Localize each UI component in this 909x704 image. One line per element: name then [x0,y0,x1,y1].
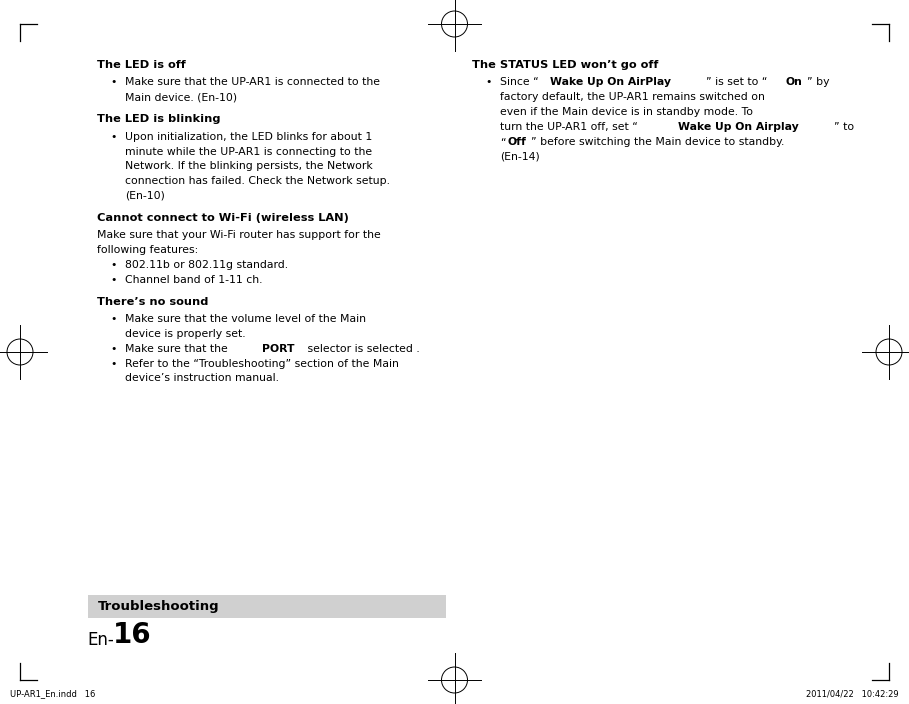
Text: The LED is off: The LED is off [97,60,185,70]
Text: Upon initialization, the LED blinks for about 1: Upon initialization, the LED blinks for … [125,132,373,142]
Text: following features:: following features: [97,245,198,255]
Text: Make sure that the: Make sure that the [125,344,231,354]
Text: •: • [110,275,116,284]
Text: device’s instruction manual.: device’s instruction manual. [125,373,279,384]
Text: Make sure that the UP-AR1 is connected to the: Make sure that the UP-AR1 is connected t… [125,77,380,87]
Text: •: • [110,314,116,325]
Text: •: • [110,344,116,354]
Text: Make sure that the volume level of the Main: Make sure that the volume level of the M… [125,314,366,325]
Text: The STATUS LED won’t go off: The STATUS LED won’t go off [472,60,658,70]
Text: ” to: ” to [834,122,854,132]
Text: Refer to the “Troubleshooting” section of the Main: Refer to the “Troubleshooting” section o… [125,358,399,369]
Text: •: • [110,132,116,142]
Text: minute while the UP-AR1 is connecting to the: minute while the UP-AR1 is connecting to… [125,146,372,156]
Text: Wake Up On AirPlay: Wake Up On AirPlay [550,77,671,87]
Text: Channel band of 1-11 ch.: Channel band of 1-11 ch. [125,275,263,284]
Text: selector is selected .: selector is selected . [304,344,420,354]
Text: factory default, the UP-AR1 remains switched on: factory default, the UP-AR1 remains swit… [500,92,764,102]
Text: (En-10): (En-10) [125,191,165,201]
Text: There’s no sound: There’s no sound [97,296,208,307]
Text: Cannot connect to Wi-Fi (wireless LAN): Cannot connect to Wi-Fi (wireless LAN) [97,213,349,222]
Text: The LED is blinking: The LED is blinking [97,114,221,125]
Text: Troubleshooting: Troubleshooting [98,600,220,613]
Text: En-: En- [87,631,114,649]
Text: ” before switching the Main device to standby.: ” before switching the Main device to st… [532,137,784,146]
Text: connection has failed. Check the Network setup.: connection has failed. Check the Network… [125,176,390,186]
Text: Off: Off [507,137,526,146]
Text: Network. If the blinking persists, the Network: Network. If the blinking persists, the N… [125,161,373,171]
Text: Main device. (En-10): Main device. (En-10) [125,92,237,102]
Text: •: • [110,77,116,87]
Text: UP-AR1_En.indd   16: UP-AR1_En.indd 16 [10,689,95,698]
Text: 16: 16 [113,621,152,649]
Text: •: • [485,77,492,87]
Text: Since “: Since “ [500,77,539,87]
Text: “: “ [500,137,505,146]
Text: •: • [110,358,116,369]
Text: even if the Main device is in standby mode. To: even if the Main device is in standby mo… [500,107,753,117]
Text: PORT: PORT [262,344,295,354]
Text: 802.11b or 802.11g standard.: 802.11b or 802.11g standard. [125,260,288,270]
Text: On: On [785,77,802,87]
Text: 2011/04/22   10:42:29: 2011/04/22 10:42:29 [806,689,899,698]
Bar [88,595,446,618]
Text: Wake Up On Airplay: Wake Up On Airplay [678,122,798,132]
Text: (En-14): (En-14) [500,151,540,161]
Text: •: • [110,260,116,270]
Text: ” by: ” by [807,77,829,87]
Text: ” is set to “: ” is set to “ [706,77,767,87]
Text: Make sure that your Wi-Fi router has support for the: Make sure that your Wi-Fi router has sup… [97,230,381,240]
Text: turn the UP-AR1 off, set “: turn the UP-AR1 off, set “ [500,122,638,132]
Text: device is properly set.: device is properly set. [125,329,245,339]
